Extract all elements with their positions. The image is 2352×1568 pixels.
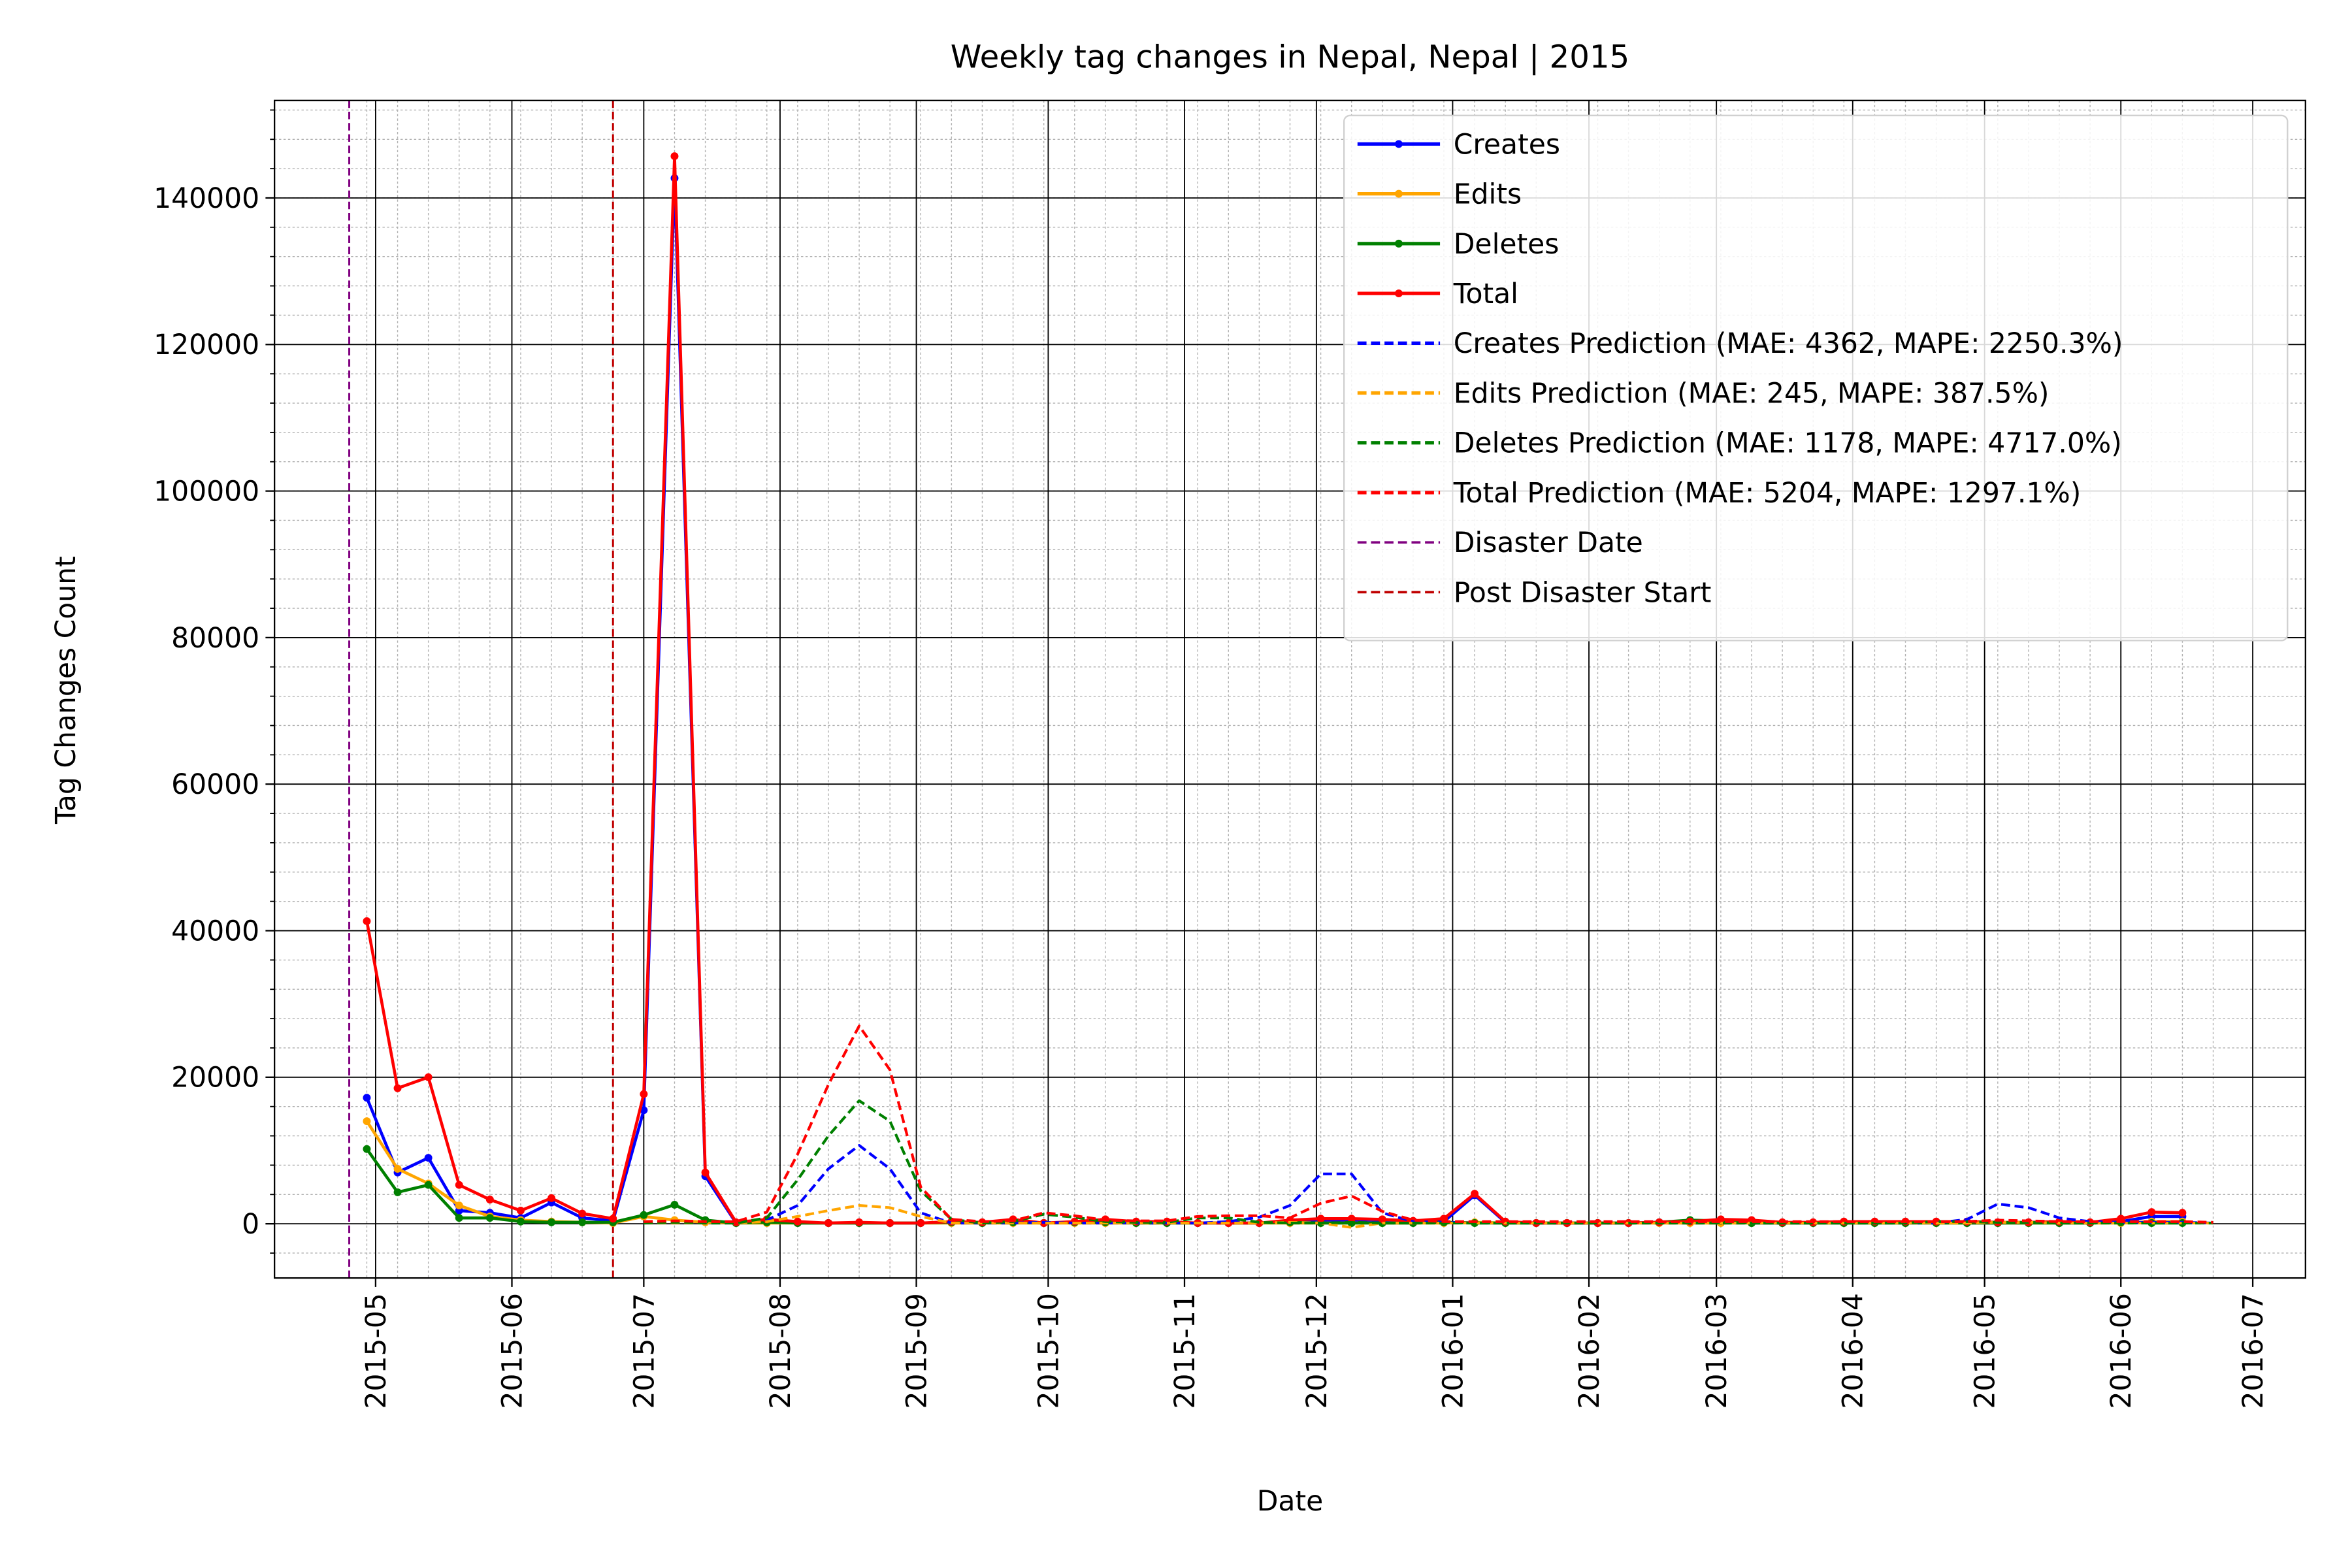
prediction-line — [644, 1024, 2213, 1224]
x-tick-label: 2016-01 — [1437, 1293, 1469, 1409]
point — [547, 1194, 556, 1202]
y-tick-label: 40000 — [171, 915, 259, 947]
point — [424, 1073, 433, 1081]
point — [640, 1090, 648, 1098]
point — [455, 1214, 463, 1222]
point — [516, 1206, 525, 1215]
point — [886, 1219, 894, 1227]
x-tick-label: 2015-11 — [1169, 1293, 1201, 1409]
point — [485, 1214, 494, 1222]
x-tick-label: 2016-03 — [1701, 1293, 1733, 1409]
point — [578, 1209, 587, 1218]
chart-title: Weekly tag changes in Nepal, Nepal | 201… — [951, 39, 1629, 75]
legend-marker — [1394, 140, 1403, 148]
point — [455, 1181, 463, 1189]
point — [2178, 1209, 2187, 1217]
x-tick-label: 2016-06 — [2106, 1293, 2138, 1409]
x-tick-label: 2015-09 — [901, 1293, 933, 1409]
point — [516, 1217, 525, 1226]
x-tick-label: 2016-02 — [1574, 1293, 1606, 1409]
prediction-line — [644, 1099, 2213, 1225]
point — [793, 1217, 802, 1226]
point — [363, 917, 371, 925]
legend-label: Edits — [1454, 179, 1522, 211]
point — [701, 1168, 710, 1177]
point — [2148, 1208, 2156, 1217]
point — [424, 1181, 433, 1189]
point — [363, 1145, 371, 1153]
x-axis-label: Date — [1257, 1486, 1324, 1518]
point — [1378, 1215, 1386, 1224]
legend-box — [1343, 114, 2289, 642]
point — [1316, 1215, 1325, 1223]
legend-label: Deletes — [1454, 229, 1560, 261]
point — [825, 1219, 832, 1227]
legend-label: Creates — [1454, 129, 1560, 161]
point — [455, 1201, 463, 1210]
x-tick-label: 2015-07 — [629, 1293, 661, 1409]
x-tick-label: 2015-06 — [497, 1293, 529, 1409]
y-tick-label: 60000 — [171, 769, 259, 801]
point — [917, 1219, 925, 1227]
plot-area — [348, 100, 2213, 1279]
plot-frame — [274, 99, 2306, 1279]
point — [670, 152, 679, 161]
x-tick-label: 2015-12 — [1301, 1293, 1333, 1409]
y-axis-label: Tag Changes Count — [50, 556, 82, 825]
point — [363, 1117, 371, 1126]
point — [670, 1201, 679, 1209]
x-tick-label: 2015-05 — [361, 1293, 393, 1409]
legend: Creates Edits Deletes Total Creates Predicti… — [1343, 114, 2289, 642]
x-tick-label: 2016-05 — [1970, 1293, 2002, 1409]
legend-label: Deletes Prediction (MAE: 1178, MAPE: 471… — [1454, 428, 2122, 460]
y-tick-label: 120000 — [154, 329, 259, 361]
point — [547, 1218, 556, 1226]
y-tick-label: 80000 — [171, 623, 259, 655]
point — [609, 1215, 617, 1223]
y-tick-label: 140000 — [154, 183, 259, 215]
point — [640, 1106, 648, 1115]
point — [1471, 1190, 1479, 1198]
legend-marker — [1394, 189, 1403, 198]
x-tick-label: 2015-10 — [1033, 1293, 1065, 1409]
x-tick-label: 2015-08 — [765, 1293, 797, 1409]
legend-marker — [1394, 289, 1403, 298]
point — [855, 1218, 864, 1226]
point — [1347, 1215, 1356, 1223]
legend-label: Total — [1453, 278, 1518, 310]
point — [393, 1165, 402, 1173]
x-tick-label: 2016-07 — [2238, 1293, 2270, 1409]
legend-label: Creates Prediction (MAE: 4362, MAPE: 225… — [1454, 328, 2123, 360]
point — [393, 1084, 402, 1092]
point — [393, 1188, 402, 1196]
y-tick-label: 0 — [242, 1209, 259, 1241]
point — [424, 1154, 433, 1162]
legend-label: Post Disaster Start — [1454, 577, 1712, 609]
point — [578, 1218, 587, 1226]
y-tick-label: 100000 — [154, 476, 259, 508]
point — [640, 1211, 648, 1219]
legend-label: Edits Prediction (MAE: 245, MAPE: 387.5%… — [1454, 378, 2050, 410]
x-tick-label: 2016-04 — [1838, 1293, 1870, 1409]
legend-marker — [1394, 239, 1403, 248]
legend-label: Disaster Date — [1454, 527, 1643, 559]
axes: 0 20000 40000 60000 80000 100000 120000 140000 2… — [154, 99, 2306, 1409]
point — [485, 1196, 494, 1204]
legend-label: Total Prediction (MAE: 5204, MAPE: 1297.… — [1453, 478, 2082, 510]
point — [363, 1094, 371, 1102]
y-tick-label: 20000 — [171, 1062, 259, 1094]
